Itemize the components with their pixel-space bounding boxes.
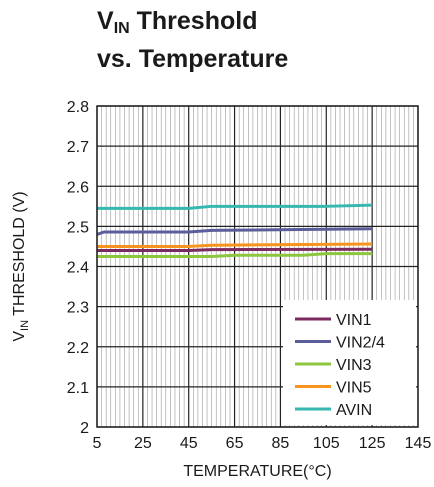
- legend-label: VIN2/4: [336, 335, 385, 352]
- plot-frame: [96, 105, 419, 428]
- x-tick-label: 65: [226, 435, 244, 452]
- title-line-2: vs. Temperature: [97, 45, 289, 73]
- y-tick-label: 2.8: [67, 99, 89, 116]
- ylabel-sub: IN: [19, 320, 31, 331]
- x-tick-label: 105: [313, 435, 340, 452]
- series-line-vin2-4: [96, 227, 373, 236]
- x-tick-label: 145: [405, 435, 432, 452]
- x-tick-label: 85: [272, 435, 290, 452]
- chart-title: VIN Threshold vs. Temperature: [97, 6, 288, 74]
- legend-label: VIN3: [336, 357, 372, 374]
- title-rest: Threshold: [129, 7, 258, 35]
- series-lines: [96, 203, 373, 258]
- x-tick-labels: 5 25 45 65 85 105 125 145: [93, 435, 432, 452]
- y-axis-title: VIN THRESHOLD (V): [11, 191, 31, 341]
- series-line-vin5: [97, 242, 373, 248]
- legend: VIN1 VIN2/4 VIN3 VIN5 AVIN: [283, 300, 416, 425]
- y-tick-label: 2.3: [67, 300, 89, 317]
- x-tick-label: 25: [134, 435, 152, 452]
- y-tick-label: 2.7: [67, 139, 89, 156]
- title-v: V: [97, 7, 114, 35]
- title-line-1: VIN Threshold: [97, 6, 288, 44]
- y-tick-label: 2: [80, 420, 89, 437]
- y-tick-label: 2.4: [67, 260, 89, 277]
- x-tick-label: 5: [93, 435, 102, 452]
- series-line-avin: [97, 203, 373, 210]
- y-tick-labels: 2 2.1 2.2 2.3 2.4 2.5 2.6 2.7 2.8: [67, 99, 89, 437]
- legend-label: VIN1: [336, 312, 372, 329]
- legend-label: AVIN: [336, 402, 372, 419]
- legend-label: VIN5: [336, 380, 372, 397]
- y-tick-label: 2.6: [67, 179, 89, 196]
- y-tick-label: 2.2: [67, 340, 89, 357]
- title-sub: IN: [113, 20, 130, 37]
- y-tick-label: 2.1: [67, 380, 89, 397]
- x-tick-label: 45: [180, 435, 198, 452]
- x-axis-title: TEMPERATURE(°C): [183, 463, 331, 480]
- x-tick-label: 125: [359, 435, 386, 452]
- ylabel-v: V: [11, 331, 28, 342]
- ylabel-rest: THRESHOLD (V): [11, 191, 28, 320]
- y-tick-label: 2.5: [67, 219, 89, 236]
- series-line-vin3: [97, 252, 373, 258]
- series-line-vin1: [97, 247, 373, 252]
